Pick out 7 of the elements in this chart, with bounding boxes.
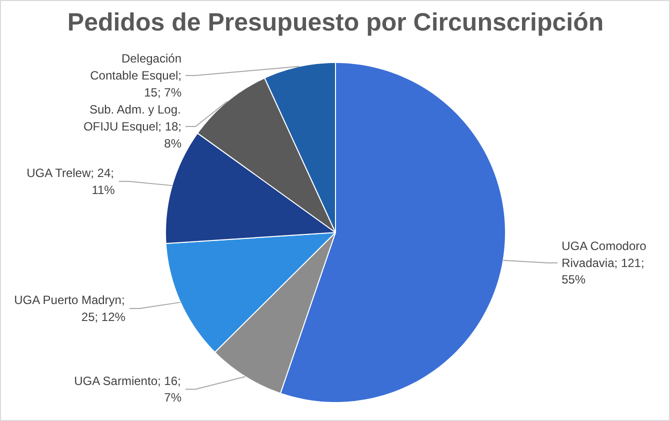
slice-label: Sub. Adm. y Log. OFIJU Esquel; 18; 8% — [83, 102, 182, 150]
slice-label: UGA Sarmiento; 16; 7% — [74, 374, 182, 405]
slice-label: UGA Comodoro Rivadavia; 121; 55% — [562, 239, 647, 287]
chart-title: Pedidos de Presupuesto por Circunscripción — [67, 8, 604, 36]
slice-label: UGA Trelew; 24; 11% — [26, 166, 116, 197]
slice-label: Delegación Contable Esquel; 15; 7% — [90, 52, 182, 100]
slice-label: UGA Puerto Madryn; 25; 12% — [14, 293, 126, 324]
